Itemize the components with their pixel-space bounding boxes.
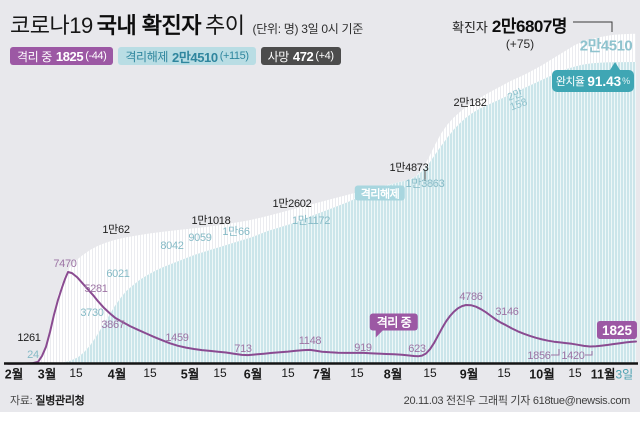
credit-line: 20.11.03 전진우 그래픽 기자 618tue@newsis.com [403, 395, 631, 407]
connector-line [585, 351, 593, 356]
quarantine-current-badge: 1825 [596, 321, 638, 339]
released-final-label: 2만4510 [579, 37, 633, 55]
source-name: 질병관리청 [35, 395, 85, 407]
released-value-label: 9059 [188, 232, 212, 244]
confirmed-value-label: 1만62 [102, 224, 130, 236]
quarantine-value-label: 5281 [84, 283, 108, 295]
quarantine-value-label: 7470 [53, 258, 77, 270]
confirmed-value-label: 1만4873 [389, 162, 429, 174]
legend-delta: (-44) [85, 50, 107, 62]
confirmed-total-delta: (+75) [505, 37, 535, 51]
x-tick-3월: 3월 [37, 367, 57, 382]
x-tick-8월: 8월 [383, 367, 403, 382]
confirmed-total-summary: 확진자 2만6807명 [452, 12, 567, 37]
legend-label: 격리해제 [125, 49, 168, 64]
confirmed-total-value: 2만6807명 [491, 17, 568, 36]
title-suffix: 추이 [205, 13, 245, 38]
recovery-arrow-icon [610, 62, 620, 70]
recovery-rate-value: 91.43 [587, 73, 622, 89]
confirmed-value-label: 1만2602 [272, 198, 312, 210]
released-value-label: 8042 [160, 240, 184, 252]
quarantine-value-label: 713 [234, 343, 252, 355]
released-value-label: 6021 [106, 268, 130, 280]
source-label: 자료: [10, 395, 33, 407]
quarantine-value-label: 919 [354, 342, 372, 354]
recovery-rate-unit: % [622, 76, 631, 86]
quarantine-value-label: 1856 [527, 350, 551, 362]
quarantine-value-label: 1420 [561, 350, 585, 362]
x-tick-7월: 7월 [312, 367, 332, 382]
quarantine-value-label: 3867 [101, 319, 125, 331]
quarantine-series-tag: 격리 중 [369, 313, 419, 338]
released-area [8, 62, 636, 364]
x-tick-5월: 5월 [180, 367, 200, 382]
legend-value: 472 [292, 48, 314, 64]
connector-line [573, 21, 613, 32]
confirmed-total-label: 확진자 [452, 20, 488, 35]
x-tick-10월: 10월 [529, 367, 555, 382]
released-value-label: 1만3863 [405, 178, 445, 190]
legend-delta: (+115) [219, 50, 249, 62]
x-tick-9월: 9월 [459, 367, 479, 382]
released-value-label: 24 [27, 349, 39, 361]
page-title: 코로나19 국내 확진자 추이 (단위: 명) 3일 0시 기준 [10, 8, 363, 40]
recovery-rate-label: 완치율 [555, 76, 585, 88]
legend-label: 격리 중 [17, 49, 52, 64]
connector-line [551, 349, 560, 356]
x-tick-15: 15 [423, 366, 437, 380]
recovery-rate-badge: 완치율 91.43 % [552, 62, 634, 92]
legend-value: 1825 [55, 48, 84, 64]
x-tick-11월: 11월3일 [590, 367, 634, 382]
legend-value: 2만4510 [171, 49, 218, 65]
legend-delta: (+4) [315, 50, 334, 62]
x-tick-15: 15 [69, 366, 83, 380]
confirmed-value-label: 1261 [17, 332, 41, 344]
source-note: 자료: 질병관리청 [10, 392, 85, 408]
x-tick-6월: 6월 [243, 367, 263, 382]
title-emphasis: 국내 확진자 [96, 13, 202, 38]
bottom-white-strip [0, 412, 640, 428]
legend-pill-deaths: 사망 472 (+4) [260, 47, 341, 65]
x-tick-15: 15 [281, 366, 295, 380]
x-tick-15: 15 [213, 366, 227, 380]
quarantine-value-label: 3146 [495, 306, 519, 318]
title-prefix: 코로나19 [10, 13, 93, 38]
x-tick-15: 15 [497, 366, 511, 380]
legend: 격리 중 1825 (-44) 격리해제 2만4510 (+115) 사망 472 (+4) [10, 47, 346, 65]
quarantine-line [7, 271, 637, 365]
x-tick-15: 15 [143, 366, 157, 380]
x-tick-2월: 2월 [4, 367, 24, 382]
released-value-label: 3730 [80, 307, 104, 319]
legend-label: 사망 [267, 49, 290, 64]
quarantine-value-label: 4786 [459, 291, 483, 303]
legend-pill-quarantine: 격리 중 1825 (-44) [10, 47, 114, 65]
confirmed-value-label: 1만1018 [191, 215, 231, 227]
released-series-tag: 격리해제 [354, 185, 406, 201]
quarantine-value-label: 623 [408, 343, 426, 355]
x-tick-15: 15 [350, 366, 364, 380]
quarantine-value-label: 1459 [165, 332, 189, 344]
confirmed-value-label: 2만182 [453, 97, 487, 109]
quarantine-value-label: 1148 [298, 335, 322, 347]
label-connectors [424, 21, 613, 356]
released-value-label: 1만66 [222, 226, 250, 238]
released-value-label: 1만1172 [291, 215, 331, 227]
x-tick-15: 15 [568, 366, 582, 380]
title-unit-note: (단위: 명) 3일 0시 기준 [252, 22, 364, 36]
legend-pill-released: 격리해제 2만4510 (+115) [118, 47, 256, 65]
x-tick-suffix: 3일 [615, 367, 634, 382]
x-tick-4월: 4월 [107, 367, 127, 382]
